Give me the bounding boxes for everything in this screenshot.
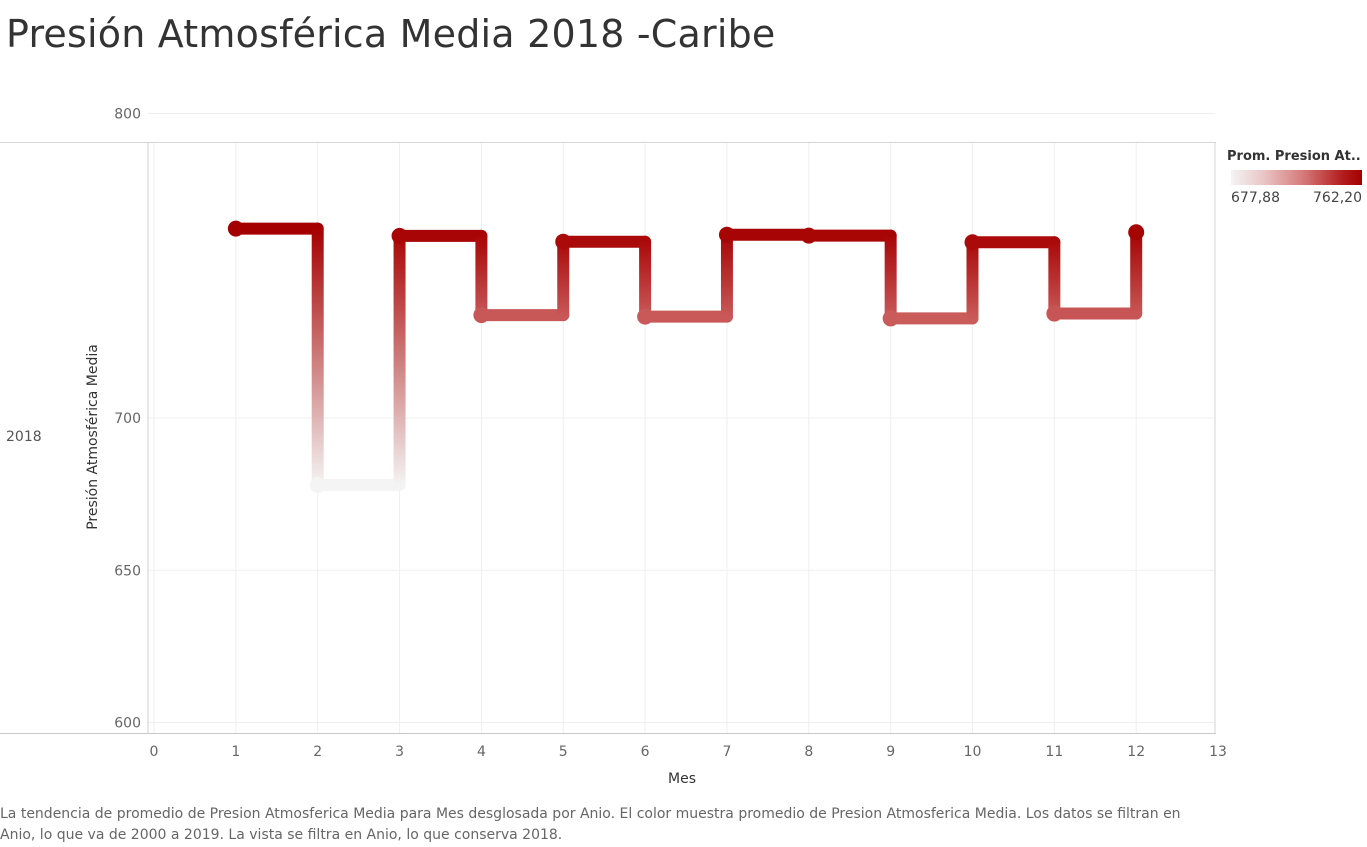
x-tick-label: 1 bbox=[231, 744, 240, 760]
data-point bbox=[391, 227, 408, 244]
x-tick-label: 3 bbox=[395, 744, 404, 760]
x-tick-label: 5 bbox=[559, 744, 568, 760]
y-tick-label: 650 bbox=[114, 563, 141, 579]
x-tick-labels: 0 1 2 3 4 5 6 7 8 9 10 11 12 13 bbox=[150, 744, 1227, 760]
y-tick-labels: 600 650 700 800 bbox=[114, 107, 141, 732]
legend-title: Prom. Presion At.. bbox=[1227, 149, 1361, 164]
data-point bbox=[882, 310, 899, 327]
x-tick-label: 13 bbox=[1209, 744, 1227, 760]
row-header-year: 2018 bbox=[6, 429, 42, 445]
data-point bbox=[1046, 305, 1063, 322]
data-point bbox=[800, 227, 817, 244]
y-tick-label: 800 bbox=[114, 107, 141, 123]
x-tick-label: 7 bbox=[722, 744, 731, 760]
x-tick-label: 9 bbox=[886, 744, 895, 760]
data-point bbox=[964, 234, 981, 251]
plot-frame-top bbox=[0, 142, 1216, 143]
x-axis-title: Mes bbox=[668, 771, 696, 787]
data-point bbox=[555, 233, 572, 250]
x-tick-label: 2 bbox=[313, 744, 322, 760]
y-tick-label: 600 bbox=[114, 716, 141, 732]
legend-max-label: 762,20 bbox=[1313, 190, 1362, 206]
data-point bbox=[718, 226, 735, 243]
x-tick-label: 10 bbox=[964, 744, 982, 760]
y-tick-label: 700 bbox=[114, 411, 141, 427]
page-title: Presión Atmosférica Media 2018 -Caribe bbox=[6, 12, 776, 56]
legend-color-ramp bbox=[1231, 170, 1362, 185]
legend-min-label: 677,88 bbox=[1231, 190, 1280, 206]
data-point bbox=[473, 307, 490, 324]
data-point bbox=[637, 308, 654, 325]
chart-caption: La tendencia de promedio de Presion Atmo… bbox=[0, 806, 1181, 843]
x-tick-label: 0 bbox=[150, 744, 159, 760]
x-tick-label: 4 bbox=[477, 744, 486, 760]
x-tick-label: 6 bbox=[641, 744, 650, 760]
x-tick-label: 8 bbox=[804, 744, 813, 760]
data-point bbox=[1128, 224, 1145, 241]
grid-lines bbox=[148, 113, 1215, 733]
data-point bbox=[309, 476, 326, 493]
plot-frame-bottom bbox=[0, 733, 1216, 734]
series-line bbox=[229, 222, 1143, 491]
data-point bbox=[227, 220, 244, 237]
y-axis-title: Presión Atmosférica Media bbox=[85, 344, 101, 530]
x-tick-label: 12 bbox=[1127, 744, 1145, 760]
series-points bbox=[227, 220, 1145, 493]
x-tick-label: 11 bbox=[1045, 744, 1063, 760]
